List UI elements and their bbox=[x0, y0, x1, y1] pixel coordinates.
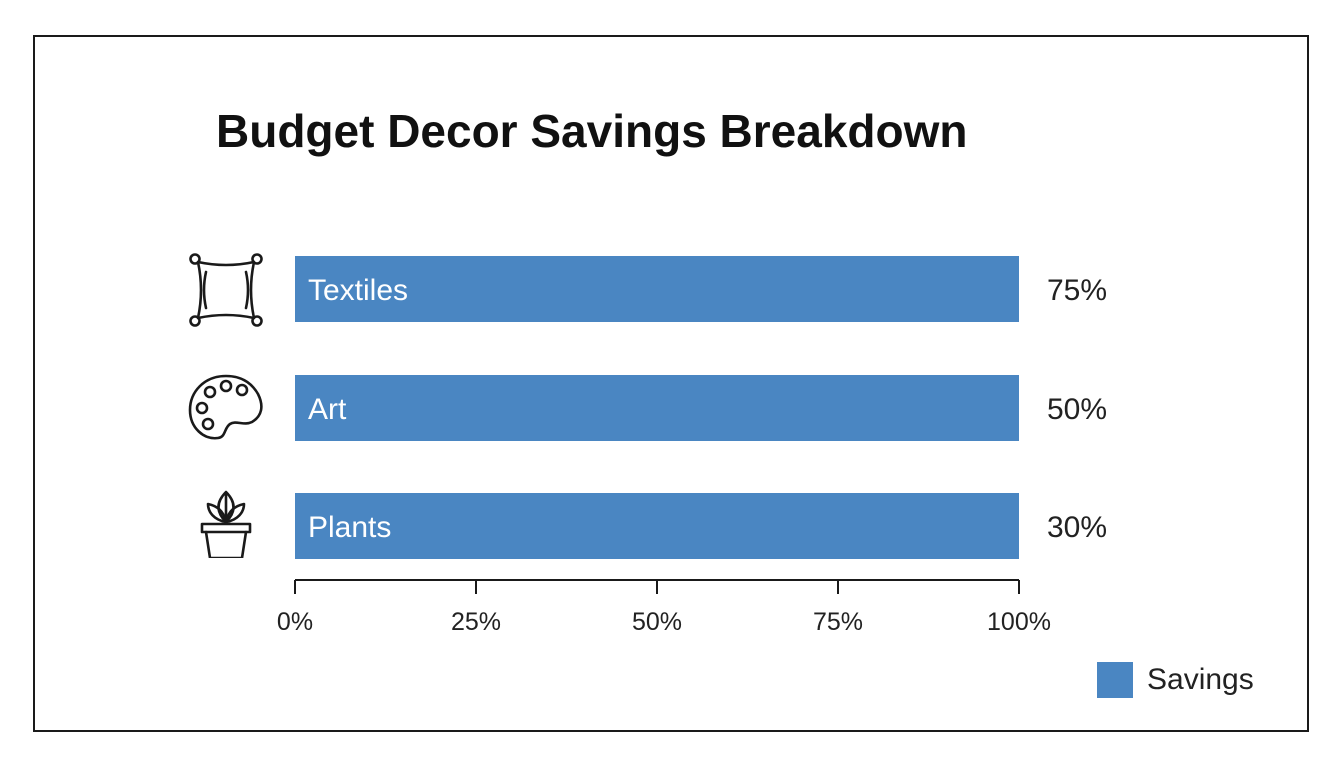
legend-label-savings: Savings bbox=[1147, 663, 1254, 696]
bar-value-label: 50% bbox=[1047, 393, 1107, 426]
chart-title: Budget Decor Savings Breakdown bbox=[216, 105, 968, 157]
bar-category-label: Textiles bbox=[308, 274, 408, 307]
palette-icon bbox=[186, 368, 266, 448]
x-tick-label: 0% bbox=[277, 608, 313, 636]
legend: Savings bbox=[1097, 662, 1254, 698]
x-tick-label: 50% bbox=[632, 608, 682, 636]
bar-art bbox=[295, 375, 1019, 441]
x-tick-label: 75% bbox=[813, 608, 863, 636]
pillow-icon bbox=[186, 250, 266, 330]
x-tick-label: 100% bbox=[987, 608, 1051, 636]
potted-plant-icon bbox=[186, 478, 266, 558]
legend-swatch-savings bbox=[1097, 662, 1133, 698]
bar-category-label: Art bbox=[308, 393, 347, 426]
bar-plants bbox=[295, 493, 1019, 559]
bar-textiles bbox=[295, 256, 1019, 322]
bar-value-label: 75% bbox=[1047, 274, 1107, 307]
bar-value-label: 30% bbox=[1047, 511, 1107, 544]
bar-category-label: Plants bbox=[308, 511, 391, 544]
x-tick-label: 25% bbox=[451, 608, 501, 636]
